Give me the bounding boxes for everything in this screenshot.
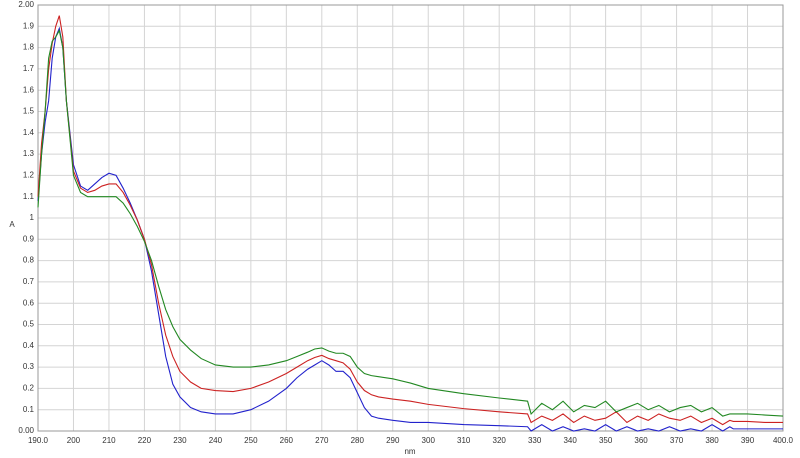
x-tick-label: 220 xyxy=(138,436,152,445)
y-tick-label: 1.5 xyxy=(23,107,35,116)
y-tick-label: 0.6 xyxy=(23,298,35,307)
y-tick-label: 1.9 xyxy=(23,21,35,30)
y-tick-label: 0.5 xyxy=(23,320,35,329)
y-tick-label: 1.6 xyxy=(23,85,35,94)
y-tick-label: 1.4 xyxy=(23,128,35,137)
x-tick-label: 280 xyxy=(351,436,365,445)
x-tick-label: 330 xyxy=(528,436,542,445)
x-axis-label: nm xyxy=(404,447,415,456)
x-tick-label: 200 xyxy=(67,436,81,445)
y-axis-label: A xyxy=(9,220,15,229)
y-tick-label: 1.7 xyxy=(23,64,35,73)
x-tick-label: 360 xyxy=(634,436,648,445)
x-tick-label: 190.0 xyxy=(28,436,49,445)
y-tick-label: 1.8 xyxy=(23,43,35,52)
x-tick-label: 300 xyxy=(422,436,436,445)
x-tick-label: 230 xyxy=(173,436,187,445)
y-tick-label: 1.3 xyxy=(23,149,35,158)
x-tick-label: 310 xyxy=(457,436,471,445)
x-tick-label: 290 xyxy=(386,436,400,445)
y-tick-label: 0.8 xyxy=(23,256,35,265)
series-line xyxy=(37,28,784,417)
x-tick-label: 270 xyxy=(315,436,329,445)
y-tick-label: 0.00 xyxy=(18,426,34,435)
x-tick-label: 390 xyxy=(741,436,755,445)
y-tick-label: 0.9 xyxy=(23,234,35,243)
y-tick-label: 1.2 xyxy=(23,171,35,180)
x-tick-label: 380 xyxy=(705,436,719,445)
y-tick-label: 1 xyxy=(30,213,35,222)
x-tick-label: 260 xyxy=(280,436,294,445)
x-tick-label: 320 xyxy=(493,436,507,445)
y-tick-label: 0.1 xyxy=(23,405,35,414)
x-tick-label: 350 xyxy=(599,436,613,445)
series-line xyxy=(37,26,783,432)
series-line xyxy=(37,15,783,426)
x-tick-label: 340 xyxy=(563,436,577,445)
x-tick-label: 400.0 xyxy=(773,436,794,445)
x-tick-label: 370 xyxy=(670,436,684,445)
x-tick-label: 210 xyxy=(102,436,116,445)
y-tick-label: 0.3 xyxy=(23,362,35,371)
y-tick-label: 0.4 xyxy=(23,341,35,350)
plot-frame xyxy=(37,4,784,432)
y-tick-label: 0.2 xyxy=(23,384,35,393)
y-tick-label: 0.7 xyxy=(23,277,35,286)
y-tick-label: 1.1 xyxy=(23,192,35,201)
x-tick-label: 250 xyxy=(244,436,258,445)
x-tick-label: 240 xyxy=(209,436,223,445)
y-tick-label: 2.00 xyxy=(18,0,34,9)
